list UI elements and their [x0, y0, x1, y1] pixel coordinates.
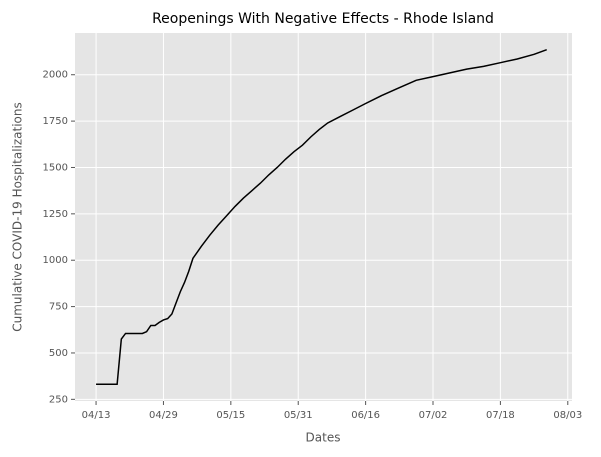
- y-tick-label: 2000: [43, 70, 68, 81]
- x-tick-label: 07/18: [486, 410, 515, 421]
- data-line: [96, 48, 547, 386]
- y-tick-label: 500: [49, 348, 68, 359]
- plot-area: [75, 33, 572, 401]
- grid: [75, 33, 572, 401]
- y-tick-label: 750: [49, 302, 68, 313]
- x-tick-label: 06/16: [351, 410, 380, 421]
- x-tick-label: 07/02: [419, 410, 448, 421]
- chart-title: Reopenings With Negative Effects - Rhode…: [152, 11, 494, 27]
- x-axis-label: Dates: [306, 431, 341, 445]
- y-tick-label: 1000: [43, 255, 68, 266]
- x-tick-label: 05/15: [216, 410, 245, 421]
- x-tick-label: 05/31: [284, 410, 313, 421]
- y-tick-label: 1500: [43, 162, 68, 173]
- x-tick-label: 08/03: [553, 410, 582, 421]
- y-tick-label: 1750: [43, 116, 68, 127]
- y-axis-label: Cumulative COVID-19 Hospitalizations: [11, 102, 25, 332]
- y-tick-label: 250: [49, 394, 68, 405]
- y-tick-label: 1250: [43, 209, 68, 220]
- x-tick-label: 04/29: [149, 410, 178, 421]
- x-tick-label: 04/13: [82, 410, 111, 421]
